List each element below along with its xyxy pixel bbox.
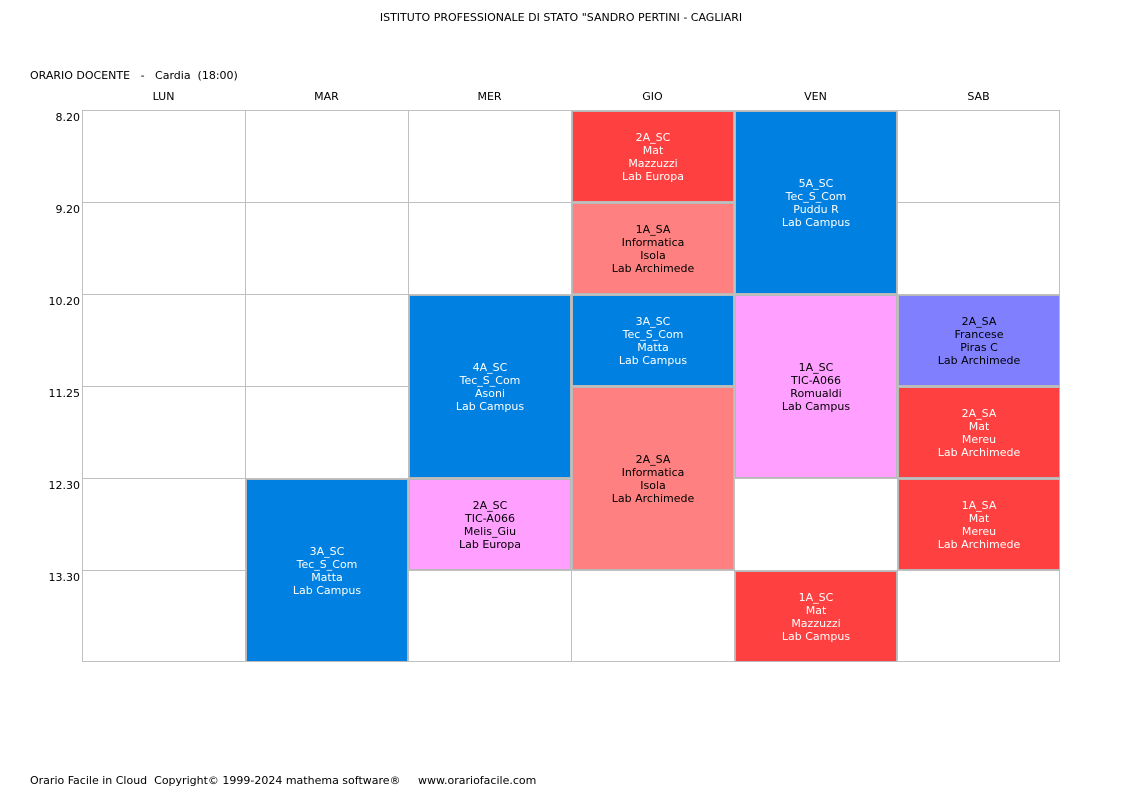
lesson-line: Informatica bbox=[621, 465, 685, 479]
day-header-lun: LUN bbox=[152, 90, 175, 103]
lesson-line: 2A_SA bbox=[961, 406, 997, 420]
lesson-line: Informatica bbox=[621, 235, 685, 249]
lesson-line: Mereu bbox=[961, 432, 997, 446]
lesson-line: Tec_S_Com bbox=[785, 189, 847, 203]
lesson-line: Isola bbox=[640, 248, 666, 262]
time-label: 9.20 bbox=[55, 203, 81, 216]
time-label: 8.20 bbox=[55, 111, 81, 124]
lesson-line: 3A_SC bbox=[309, 544, 345, 558]
lesson-line: 2A_SC bbox=[635, 130, 671, 144]
lesson-line: Lab Campus bbox=[781, 399, 851, 413]
lesson-block: 1A_SA Mat Mereu Lab Archimede bbox=[898, 479, 1060, 570]
lesson-line: Lab Archimede bbox=[937, 445, 1021, 459]
day-header-mar: MAR bbox=[314, 90, 339, 103]
grid-line bbox=[82, 478, 1060, 479]
lesson-line: Matta bbox=[311, 570, 343, 584]
lesson-block: 2A_SA Informatica Isola Lab Archimede bbox=[572, 387, 734, 570]
lesson-block: 3A_SC Tec_S_Com Matta Lab Campus bbox=[572, 295, 734, 386]
page-title: ISTITUTO PROFESSIONALE DI STATO "SANDRO … bbox=[379, 11, 743, 24]
lesson-line: Isola bbox=[640, 478, 666, 492]
lesson-line: Puddu R bbox=[793, 202, 839, 216]
lesson-line: Mat bbox=[968, 419, 990, 433]
lesson-line: 2A_SA bbox=[635, 452, 671, 466]
time-label: 11.25 bbox=[48, 387, 81, 400]
lesson-block: 2A_SA Francese Piras C Lab Archimede bbox=[898, 295, 1060, 386]
lesson-line: Mat bbox=[642, 143, 664, 157]
lesson-line: Romualdi bbox=[790, 386, 842, 400]
grid-line bbox=[82, 570, 1060, 571]
lesson-line: Lab Campus bbox=[618, 353, 688, 367]
lesson-block: 3A_SC Tec_S_Com Matta Lab Campus bbox=[246, 479, 408, 662]
grid-line bbox=[82, 202, 1060, 203]
lesson-line: Lab Campus bbox=[781, 215, 851, 229]
lesson-line: Mat bbox=[805, 603, 827, 617]
lesson-line: Piras C bbox=[960, 340, 998, 354]
footer-copyright: Orario Facile in Cloud Copyright© 1999-2… bbox=[30, 774, 537, 787]
lesson-line: 1A_SA bbox=[961, 498, 997, 512]
lesson-line: Mazzuzzi bbox=[791, 616, 841, 630]
lesson-block: 5A_SC Tec_S_Com Puddu R Lab Campus bbox=[735, 111, 897, 294]
lesson-line: 4A_SC bbox=[472, 360, 508, 374]
lesson-line: 5A_SC bbox=[798, 176, 834, 190]
time-label: 13.30 bbox=[48, 571, 81, 584]
lesson-line: Tec_S_Com bbox=[622, 327, 684, 341]
lesson-line: Mazzuzzi bbox=[628, 156, 678, 170]
day-header-gio: GIO bbox=[642, 90, 663, 103]
lesson-line: 3A_SC bbox=[635, 314, 671, 328]
lesson-line: 2A_SA bbox=[961, 314, 997, 328]
day-header-sab: SAB bbox=[967, 90, 990, 103]
lesson-line: Lab Archimede bbox=[611, 491, 695, 505]
lesson-block: 1A_SC Mat Mazzuzzi Lab Campus bbox=[735, 571, 897, 662]
lesson-line: Tec_S_Com bbox=[296, 557, 358, 571]
lesson-line: Lab Campus bbox=[292, 583, 362, 597]
lesson-line: Lab Campus bbox=[781, 629, 851, 643]
lesson-line: TIC-A066 bbox=[465, 511, 515, 525]
lesson-line: Matta bbox=[637, 340, 669, 354]
time-label: 12.30 bbox=[48, 479, 81, 492]
lesson-block: 4A_SC Tec_S_Com Asoni Lab Campus bbox=[409, 295, 571, 478]
lesson-line: 1A_SA bbox=[635, 222, 671, 236]
lesson-block: 2A_SA Mat Mereu Lab Archimede bbox=[898, 387, 1060, 478]
grid-line bbox=[82, 386, 1060, 387]
time-label: 10.20 bbox=[48, 295, 81, 308]
lesson-line: TIC-A066 bbox=[791, 373, 841, 387]
lesson-line: Asoni bbox=[474, 386, 505, 400]
lesson-line: Francese bbox=[954, 327, 1004, 341]
lesson-line: Lab Campus bbox=[455, 399, 525, 413]
lesson-line: 1A_SC bbox=[798, 590, 834, 604]
grid-line bbox=[82, 294, 1060, 295]
lesson-line: Lab Europa bbox=[621, 169, 684, 183]
lesson-block: 2A_SC Mat Mazzuzzi Lab Europa bbox=[572, 111, 734, 202]
lesson-line: Melis_Giu bbox=[463, 524, 517, 538]
lesson-line: Lab Archimede bbox=[937, 537, 1021, 551]
lesson-line: 2A_SC bbox=[472, 498, 508, 512]
lesson-block: 1A_SC TIC-A066 Romualdi Lab Campus bbox=[735, 295, 897, 478]
lesson-block: 1A_SA Informatica Isola Lab Archimede bbox=[572, 203, 734, 294]
day-header-mer: MER bbox=[477, 90, 502, 103]
lesson-block: 2A_SC TIC-A066 Melis_Giu Lab Europa bbox=[409, 479, 571, 570]
day-header-ven: VEN bbox=[804, 90, 827, 103]
lesson-line: Lab Archimede bbox=[937, 353, 1021, 367]
lesson-line: Tec_S_Com bbox=[459, 373, 521, 387]
lesson-line: Lab Archimede bbox=[611, 261, 695, 275]
lesson-line: Mat bbox=[968, 511, 990, 525]
lesson-line: Lab Europa bbox=[458, 537, 521, 551]
lesson-line: Mereu bbox=[961, 524, 997, 538]
teacher-schedule-label: ORARIO DOCENTE - Cardia (18:00) bbox=[30, 69, 238, 82]
lesson-line: 1A_SC bbox=[798, 360, 834, 374]
